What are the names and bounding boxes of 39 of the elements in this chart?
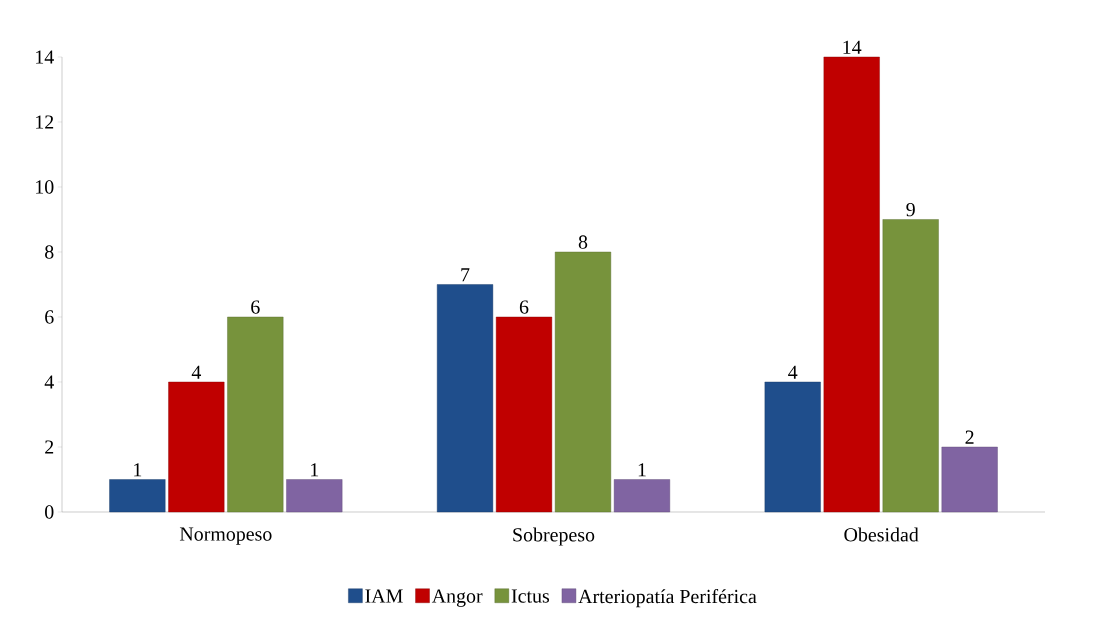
data-label: 4 [788,365,798,379]
bar [109,479,166,513]
data-label: 1 [134,463,142,477]
legend-label: Ictus [511,589,550,603]
x-tick-label: Sobrepeso [513,527,595,546]
data-label: 9 [906,202,915,217]
y-tick-label: 12 [36,115,54,129]
bar [613,479,671,513]
y-tick-label: 14 [36,50,54,64]
bar [495,316,553,513]
bar [168,381,225,513]
bar [436,284,494,513]
data-label: 4 [191,365,202,379]
data-label: 8 [578,235,588,249]
bar [941,446,998,513]
y-tick-label: 2 [45,440,54,454]
bar [227,316,284,513]
data-label: 14 [843,40,862,54]
data-label: 1 [638,463,646,477]
data-label: 6 [519,300,529,314]
data-label: 6 [251,300,260,314]
y-tick-label: 6 [45,310,54,324]
y-tick-label: 8 [45,245,54,259]
bar [554,251,612,513]
data-label: 7 [461,268,470,282]
x-tick-label: Obesidad [844,527,919,542]
x-tick-label: Normopeso [179,527,272,545]
legend-label: Angor [431,589,483,607]
legend-label: Arteriopatía Periférica [578,588,757,608]
y-tick-label: 10 [36,180,54,194]
data-label: 2 [965,430,974,444]
y-tick-label: 4 [44,375,54,389]
legend-label: IAM [365,589,403,603]
bar [882,219,939,513]
bar [764,381,821,513]
data-label: 1 [311,463,319,477]
bar [286,479,343,513]
y-tick-label: 0 [45,505,54,519]
bar [823,56,880,513]
